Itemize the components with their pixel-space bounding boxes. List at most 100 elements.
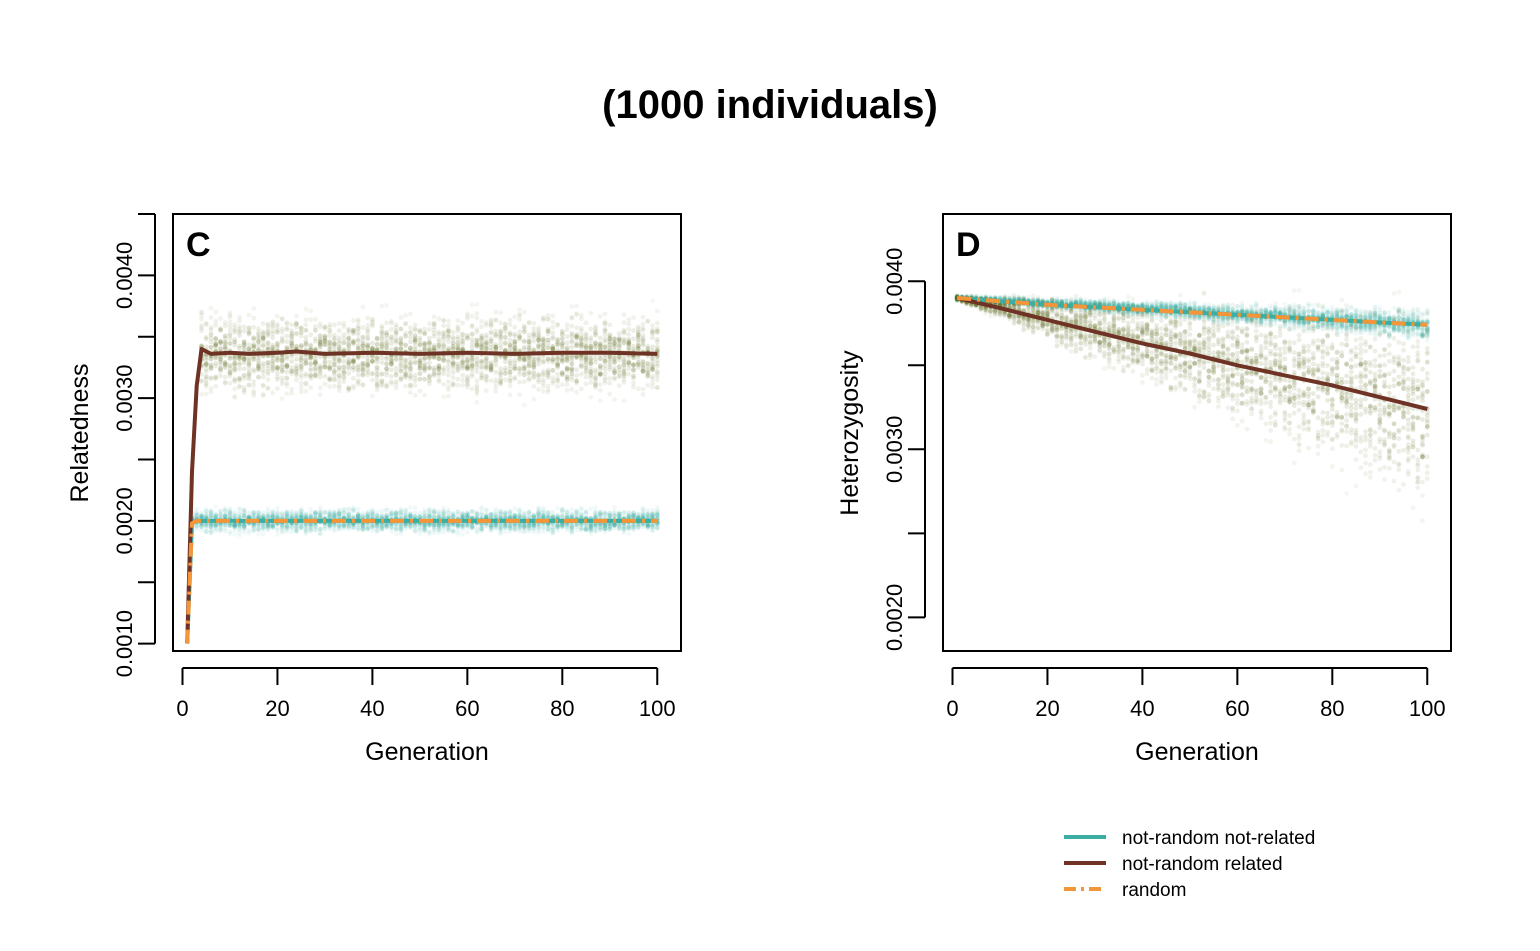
replicate-point [222, 346, 228, 352]
replicate-point [227, 523, 233, 528]
replicate-point [213, 528, 219, 534]
replicate-point [479, 334, 484, 340]
replicate-point [374, 359, 380, 365]
replicate-point [275, 355, 280, 361]
replicate-point [256, 514, 261, 520]
replicate-point [536, 379, 541, 385]
replicate-point [256, 514, 261, 520]
replicate-point [479, 526, 484, 531]
replicate-point [427, 339, 432, 345]
replicate-point [251, 367, 257, 372]
replicate-point [237, 375, 242, 381]
replicate-point [583, 381, 589, 387]
replicate-point [303, 343, 309, 348]
replicate-point [616, 383, 622, 389]
replicate-point [308, 355, 314, 360]
replicate-point [422, 360, 427, 366]
replicate-point [355, 372, 361, 378]
replicate-point [256, 509, 261, 514]
replicate-point [597, 525, 603, 531]
replicate-point [588, 369, 594, 374]
replicate-point [284, 509, 290, 514]
replicate-point [574, 378, 579, 384]
replicate-point [298, 355, 304, 361]
replicate-point [498, 320, 503, 326]
replicate-point [237, 333, 242, 338]
replicate-point [583, 370, 589, 376]
replicate-point [493, 342, 499, 347]
replicate-point [616, 370, 622, 375]
replicate-point [279, 529, 285, 535]
replicate-point [222, 512, 228, 518]
replicate-point [222, 361, 228, 367]
replicate-point [488, 368, 494, 373]
replicate-point [460, 354, 465, 360]
replicate-point [332, 337, 337, 343]
replicate-point [493, 369, 499, 375]
replicate-point [498, 310, 503, 316]
replicate-point [460, 331, 465, 337]
replicate-point [341, 507, 347, 512]
replicate-point [412, 360, 418, 366]
replicate-point [441, 317, 446, 323]
replicate-point [479, 324, 484, 330]
replicate-point [483, 358, 489, 364]
replicate-point [370, 522, 375, 528]
replicate-point [203, 391, 209, 397]
replicate-point [436, 526, 442, 532]
replicate-point [260, 342, 266, 348]
replicate-point [246, 372, 252, 378]
replicate-point [279, 316, 285, 321]
replicate-point [222, 374, 228, 380]
replicate-point [626, 524, 632, 530]
replicate-point [612, 339, 617, 345]
replicate-point [427, 355, 432, 361]
replicate-point [237, 314, 242, 320]
replicate-point [559, 341, 565, 346]
replicate-point [374, 528, 380, 534]
replicate-point [351, 330, 356, 335]
replicate-point [360, 304, 366, 310]
replicate-point [512, 333, 518, 339]
replicate-point [593, 381, 598, 387]
replicate-point [398, 524, 404, 530]
replicate-point [569, 377, 575, 383]
replicate-point [260, 526, 266, 532]
replicate-point [246, 522, 252, 527]
replicate-point [569, 315, 575, 320]
replicate-point [578, 332, 584, 338]
replicate-point [469, 365, 475, 371]
replicate-point [251, 345, 257, 351]
replicate-point [227, 380, 233, 386]
replicate-point [389, 335, 394, 341]
replicate-point [365, 362, 371, 368]
replicate-point [208, 386, 214, 391]
replicate-point [194, 512, 200, 518]
replicate-point [536, 372, 541, 378]
replicate-point [389, 381, 394, 386]
replicate-point [431, 522, 437, 528]
replicate-point [583, 358, 589, 363]
replicate-point [498, 370, 503, 375]
replicate-point [227, 523, 233, 528]
replicate-point [237, 527, 242, 533]
replicate-point [270, 525, 276, 531]
replicate-point [251, 513, 257, 519]
replicate-point [227, 510, 233, 515]
replicate-point [284, 354, 290, 360]
replicate-point [203, 357, 209, 363]
replicate-point [232, 512, 238, 518]
replicate-point [626, 514, 632, 520]
replicate-point [427, 529, 432, 535]
replicate-point [474, 391, 480, 397]
replicate-point [555, 379, 560, 384]
replicate-point [222, 514, 228, 520]
replicate-point [260, 515, 266, 520]
replicate-point [336, 367, 342, 373]
replicate-point [256, 510, 261, 516]
replicate-point [455, 528, 461, 534]
replicate-point [246, 382, 252, 388]
replicate-point [422, 330, 427, 336]
replicate-point [436, 342, 442, 348]
replicate-point [208, 327, 214, 333]
